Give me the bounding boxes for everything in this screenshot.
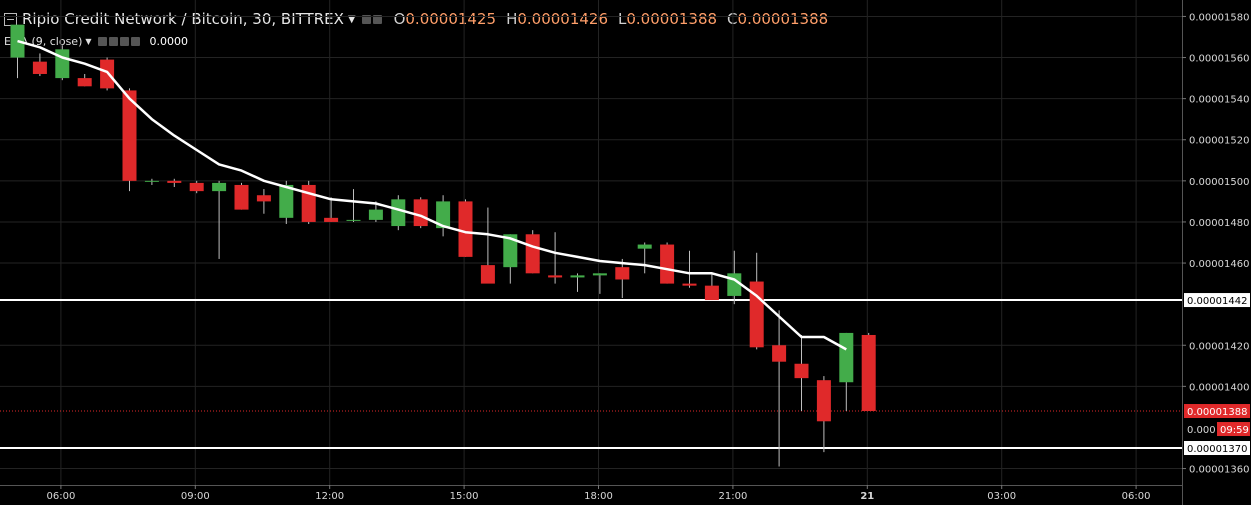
candle-up (144, 180, 159, 182)
candle-up (55, 49, 70, 79)
x-tick-label: 06:00 (1122, 491, 1151, 502)
x-tick-label: 12:00 (315, 491, 344, 502)
candle-up (212, 182, 227, 192)
candle-down (704, 285, 719, 301)
last-price-tag (1184, 404, 1250, 419)
y-tick-label: 0.00001360 (1189, 465, 1249, 476)
candle-down (413, 199, 428, 227)
y-tick-label: 0.00001520 (1189, 136, 1249, 147)
y-tick-label: 0.00001500 (1189, 177, 1249, 188)
candle-down (100, 59, 115, 89)
countdown-prefix: 0.000 (1187, 425, 1216, 436)
x-tick-label: 09:00 (181, 491, 210, 502)
candle-down (167, 180, 182, 183)
settings-icon[interactable] (108, 37, 118, 46)
x-tick-label: 06:00 (46, 491, 75, 502)
candle-up (570, 275, 585, 278)
candle-down (548, 275, 563, 278)
high-value: 0.00001426 (517, 10, 609, 28)
ema-line (17, 39, 847, 351)
candle-up (436, 201, 451, 229)
close-value: 0.00001388 (737, 10, 829, 28)
y-tick-label: 0.00001420 (1189, 341, 1249, 352)
candle-up (368, 209, 383, 220)
horizontal-line-tag (1184, 293, 1250, 308)
low-value: 0.00001388 (626, 10, 718, 28)
candle-down (615, 267, 630, 280)
countdown-tag (1217, 422, 1250, 437)
settings-icon[interactable] (372, 14, 382, 24)
countdown-label: 09:59 (1220, 425, 1249, 436)
candle-down (301, 184, 316, 222)
y-tick-label: 0.00001540 (1189, 95, 1249, 106)
open-value: 0.00001425 (405, 10, 497, 28)
x-tick-label: 03:00 (987, 491, 1016, 502)
horizontal-line-label: 0.00001442 (1187, 296, 1247, 307)
candle-down (794, 363, 809, 379)
indicator-value: 0.0000 (149, 35, 189, 48)
y-tick-label: 0.00001480 (1189, 218, 1249, 229)
horizontal-line-label: 0.00001370 (1187, 444, 1247, 455)
candle-down (458, 201, 473, 257)
open-label: O (393, 10, 406, 28)
candle-down (324, 217, 339, 222)
candle-up (592, 273, 607, 276)
x-tick-label: 21:00 (718, 491, 747, 502)
candle-up (839, 332, 854, 383)
candle-down (861, 334, 876, 412)
y-tick-label: 0.00001580 (1189, 12, 1249, 23)
eye-icon[interactable] (361, 14, 371, 24)
candle-up (279, 184, 294, 218)
candle-down (32, 61, 47, 74)
candle-down (77, 78, 92, 87)
candle-down (682, 283, 697, 286)
y-tick-label: 0.00001400 (1189, 382, 1249, 393)
candle-down (189, 182, 204, 192)
candle-up (637, 244, 652, 249)
candle-down (660, 244, 675, 284)
x-tick-label: 21 (860, 491, 874, 502)
candle-down (234, 184, 249, 210)
candle-up (346, 219, 361, 221)
candle-down (816, 380, 831, 422)
candle-down (480, 265, 495, 284)
candle-down (256, 195, 271, 202)
close-icon[interactable] (130, 37, 140, 46)
add-icon[interactable] (119, 37, 129, 46)
high-label: H (506, 10, 518, 28)
candle-down (525, 234, 540, 274)
eye-icon[interactable] (97, 37, 107, 46)
chevron-down-icon[interactable]: ▼ (347, 13, 356, 25)
y-tick-label: 0.00001460 (1189, 259, 1249, 270)
candle-down (772, 345, 787, 362)
chevron-down-icon[interactable]: ▼ (85, 37, 92, 46)
candle-up (503, 234, 518, 268)
x-tick-label: 18:00 (584, 491, 613, 502)
chart-legend: Ripio Credit Network / Bitcoin, 30, BITT… (4, 10, 828, 28)
candle-down (122, 90, 137, 181)
symbol-title[interactable]: Ripio Credit Network / Bitcoin, 30, BITT… (22, 10, 344, 28)
candle-up (391, 199, 406, 227)
y-tick-label: 0.00001560 (1189, 54, 1249, 65)
close-label: C (727, 10, 738, 28)
horizontal-line-tag (1184, 441, 1250, 456)
low-label: L (618, 10, 627, 28)
x-tick-label: 15:00 (450, 491, 479, 502)
last-price-label: 0.00001388 (1187, 407, 1247, 418)
